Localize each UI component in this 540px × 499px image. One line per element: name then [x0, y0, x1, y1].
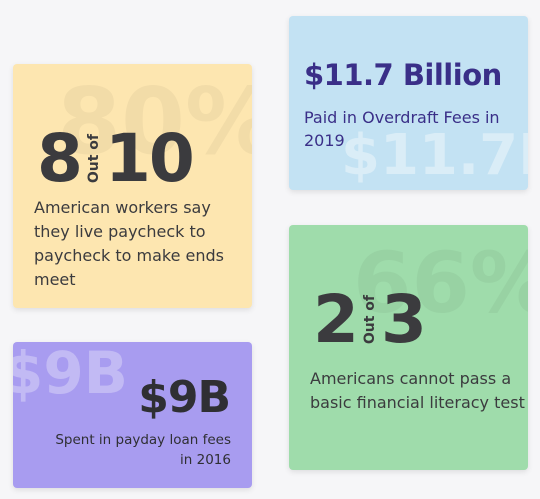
stat-denominator: 10: [104, 120, 195, 197]
out-of-label: Out of: [85, 134, 102, 184]
stat-card-payday: $9B $9B Spent in payday loan fees in 201…: [13, 342, 252, 488]
stat-description: Spent in payday loan fees in 2016: [55, 432, 231, 468]
stat-denominator: 3: [380, 281, 427, 358]
watermark-text: $9B: [13, 342, 128, 407]
stat-description: American workers say they live paycheck …: [34, 198, 224, 289]
stat-card-literacy: 66% 2 Out of 3 Americans cannot pass a b…: [289, 225, 528, 470]
stat-numerator: 8: [37, 120, 83, 197]
stat-headline: $11.7 Billion: [304, 58, 502, 92]
stat-numerator: 2: [313, 281, 359, 358]
stat-description: Americans cannot pass a basic financial …: [310, 369, 525, 412]
stat-ratio: 2 Out of 3: [313, 281, 427, 358]
stat-card-overdraft: $11.7B $11.7 Billion Paid in Overdraft F…: [289, 16, 528, 190]
out-of-label: Out of: [361, 295, 378, 345]
stat-description: Paid in Overdraft Fees in 2019: [304, 108, 500, 150]
stat-headline: $9B: [138, 372, 231, 423]
stat-ratio: 8 Out of 10: [37, 120, 195, 197]
stat-card-workers: 80% 8 Out of 10 American workers say the…: [13, 64, 252, 308]
